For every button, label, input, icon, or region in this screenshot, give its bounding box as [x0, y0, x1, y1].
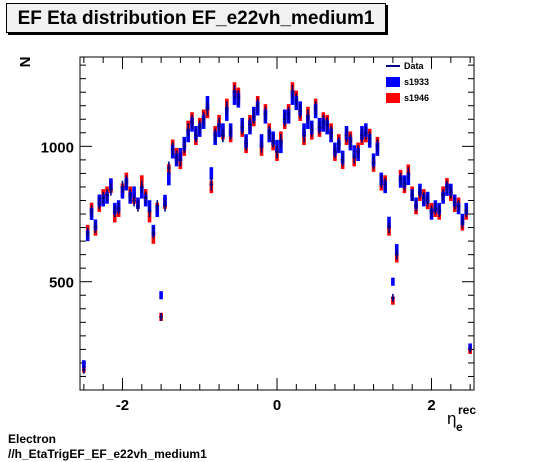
axis-ticks: -2 0 2 500 1000 [41, 57, 474, 414]
x-tick-label: 0 [273, 397, 281, 414]
footer-line-1: Electron [8, 432, 57, 446]
band-s1933 [167, 172, 171, 186]
x-axis-label-sub: e [456, 420, 463, 434]
x-tick-label: -2 [116, 397, 129, 414]
band-s1933 [391, 277, 395, 286]
y-tick-label: 500 [49, 275, 74, 292]
footer-line-2: //h_EtaTrigEF_EF_e22vh_medium1 [8, 447, 207, 461]
legend-entry-label: s1946 [404, 93, 429, 103]
legend-entry-label: s1933 [404, 77, 429, 87]
band-s1933 [132, 186, 136, 199]
title-box: EF Eta distribution EF_e22vh_medium1 [6, 3, 386, 33]
band-s1933 [82, 360, 86, 369]
band-s1933 [159, 291, 163, 300]
legend: Data s1933 s1946 [386, 61, 429, 103]
x-axis-label: η e rec [447, 403, 476, 435]
chart-title: EF Eta distribution EF_e22vh_medium1 [17, 8, 375, 29]
band-s1933 [394, 244, 399, 255]
legend-swatch-box [386, 93, 400, 103]
y-tick-label: 1000 [41, 139, 74, 156]
x-tick-label: 2 [427, 397, 435, 414]
series-Data [82, 84, 472, 374]
band-s1933 [387, 216, 391, 228]
band-s1946 [151, 232, 156, 244]
data-marks [82, 82, 472, 374]
band-s1933 [209, 167, 214, 180]
x-axis-label-main: η [447, 409, 456, 428]
legend-entry-label: Data [404, 61, 425, 71]
legend-swatch-box [386, 77, 400, 87]
plot-frame [79, 56, 475, 391]
x-axis-label-sup: rec [458, 403, 476, 417]
y-axis-label: N [17, 57, 34, 68]
